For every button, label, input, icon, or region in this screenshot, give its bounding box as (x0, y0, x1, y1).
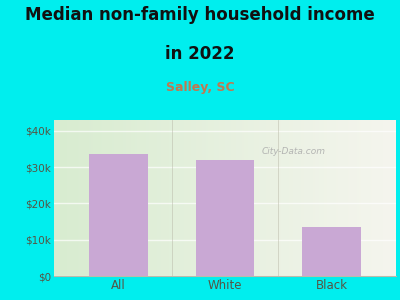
Text: Median non-family household income: Median non-family household income (25, 6, 375, 24)
Bar (302, 227, 361, 276)
Text: City-Data.com: City-Data.com (262, 147, 326, 156)
Text: in 2022: in 2022 (165, 45, 235, 63)
Text: Salley, SC: Salley, SC (166, 81, 234, 94)
Bar (196, 160, 254, 276)
Bar (89, 154, 148, 276)
